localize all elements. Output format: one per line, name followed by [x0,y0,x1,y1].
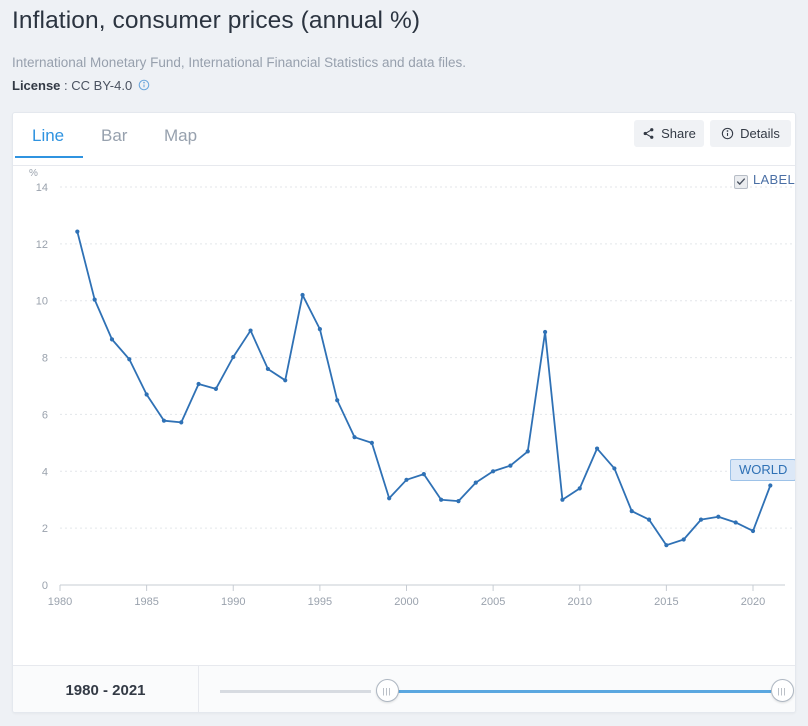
svg-text:2: 2 [42,523,48,535]
svg-text:2020: 2020 [741,596,765,608]
svg-text:1995: 1995 [308,596,332,608]
svg-text:1985: 1985 [134,596,158,608]
svg-text:1980: 1980 [48,596,72,608]
svg-text:2015: 2015 [654,596,678,608]
svg-text:2000: 2000 [394,596,418,608]
svg-text:14: 14 [36,182,48,194]
svg-text:8: 8 [42,353,48,365]
svg-text:1990: 1990 [221,596,245,608]
svg-text:10: 10 [36,296,48,308]
svg-text:2005: 2005 [481,596,505,608]
svg-text:12: 12 [36,239,48,251]
svg-text:2010: 2010 [568,596,592,608]
svg-text:4: 4 [42,466,48,478]
svg-text:6: 6 [42,409,48,421]
svg-text:0: 0 [42,580,48,592]
